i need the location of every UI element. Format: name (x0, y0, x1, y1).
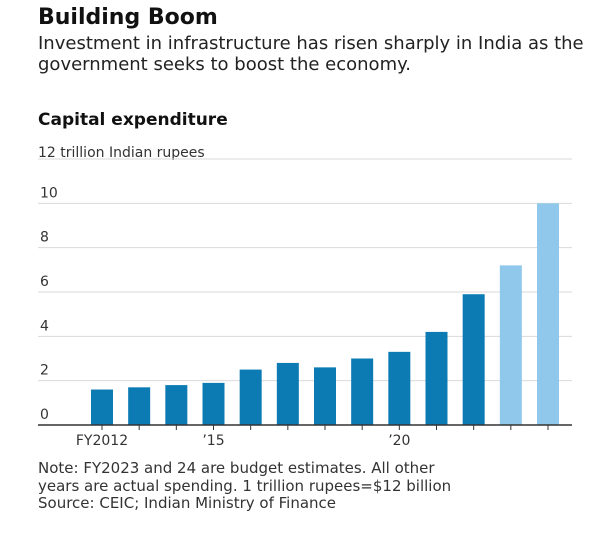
chart-title: Capital expenditure (38, 110, 228, 130)
note-line-1: Note: FY2023 and 24 are budget estimates… (38, 459, 435, 477)
footnote: Note: FY2023 and 24 are budget estimates… (38, 459, 608, 513)
bar-actual (239, 369, 262, 425)
x-tick-label: ’15 (202, 433, 224, 449)
bar-actual (388, 351, 411, 425)
note-line-2: years are actual spending. 1 trillion ru… (38, 476, 452, 495)
bar-actual (276, 362, 299, 425)
headline: Building Boom (38, 5, 218, 30)
bar-actual (91, 389, 113, 425)
y-tick-label: 2 (40, 363, 49, 379)
axes: 0 2 4 6 8 10 FY2012 ’15 ’20 (38, 185, 572, 449)
gridlines (38, 158, 572, 382)
bar-actual (351, 358, 374, 425)
y-unit-label: 12 trillion Indian rupees (38, 145, 205, 161)
bar-actual (314, 367, 336, 425)
y-tick-label: 8 (40, 230, 49, 246)
bar-actual (462, 294, 485, 425)
subtitle: Investment in infrastructure has risen s… (38, 33, 584, 75)
bar-estimate (537, 203, 559, 425)
y-tick-label: 0 (40, 407, 49, 423)
y-tick-label: 10 (40, 185, 58, 201)
y-tick-label: 4 (40, 318, 49, 334)
y-tick-label: 6 (40, 274, 49, 290)
bar-actual (165, 385, 188, 425)
bar-estimate (499, 265, 522, 425)
bar-actual (128, 387, 151, 425)
x-tick-label: FY2012 (76, 433, 128, 449)
source-line: Source: CEIC; Indian Ministry of Finance (38, 494, 337, 512)
bar-actual (425, 331, 448, 425)
x-tick-label: ’20 (388, 433, 410, 449)
bars (91, 203, 559, 425)
bar-actual (202, 382, 225, 425)
